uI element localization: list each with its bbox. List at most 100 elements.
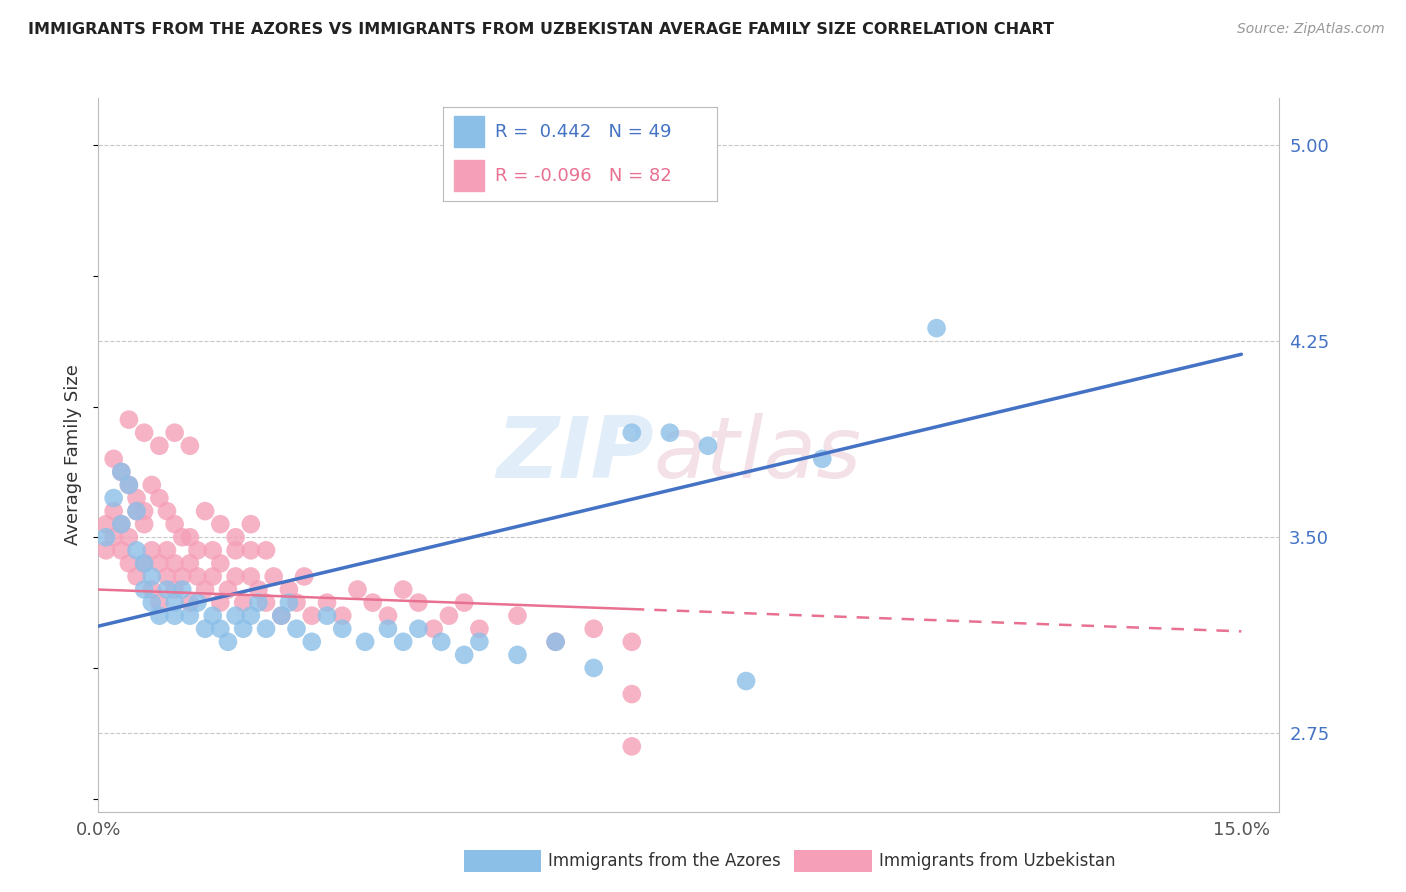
Point [103,530,125,544]
Point [179,596,201,610]
Text: Immigrants from Uzbekistan: Immigrants from Uzbekistan [879,852,1115,871]
Point [430,635,453,649]
Text: IMMIGRANTS FROM THE AZORES VS IMMIGRANTS FROM UZBEKISTAN AVERAGE FAMILY SIZE COR: IMMIGRANTS FROM THE AZORES VS IMMIGRANTS… [28,22,1054,37]
Point [453,648,475,662]
Point [209,622,232,636]
Point [254,596,277,610]
Point [103,491,125,505]
Point [316,608,339,623]
Point [118,478,141,492]
Point [141,582,163,597]
Point [506,608,529,623]
Point [194,504,217,518]
Point [232,622,254,636]
Point [118,478,141,492]
Point [239,517,262,532]
Point [172,582,194,597]
Point [134,582,156,597]
Point [125,504,148,518]
Point [263,569,285,583]
Point [468,622,491,636]
Point [148,491,170,505]
Point [239,569,262,583]
Point [925,321,948,335]
Point [408,622,430,636]
Point [141,478,163,492]
Point [179,439,201,453]
Point [118,530,141,544]
Point [354,635,377,649]
Point [141,596,163,610]
Point [811,451,834,466]
Point [377,608,399,623]
Point [658,425,681,440]
Point [148,439,170,453]
Point [134,517,156,532]
Point [239,543,262,558]
Point [134,504,156,518]
Point [163,517,186,532]
Text: Source: ZipAtlas.com: Source: ZipAtlas.com [1237,22,1385,37]
Point [103,504,125,518]
Point [301,608,323,623]
Point [582,622,605,636]
Point [156,543,179,558]
Point [125,491,148,505]
Point [408,596,430,610]
Point [285,596,308,610]
Point [209,596,232,610]
Point [506,648,529,662]
Point [103,451,125,466]
Point [217,582,239,597]
Point [110,543,132,558]
Point [392,635,415,649]
Point [134,557,156,571]
Point [620,687,643,701]
Point [179,557,201,571]
Point [179,530,201,544]
Point [377,622,399,636]
Point [125,504,148,518]
Point [94,517,117,532]
Point [163,425,186,440]
Point [194,622,217,636]
Point [201,543,224,558]
Bar [454,161,484,191]
Point [582,661,605,675]
Point [156,504,179,518]
Point [544,635,567,649]
Point [239,608,262,623]
Point [110,517,132,532]
Point [361,596,384,610]
Point [172,569,194,583]
Point [232,596,254,610]
Point [148,608,170,623]
Point [186,543,208,558]
Text: ZIP: ZIP [496,413,654,497]
Point [735,673,758,688]
Point [217,635,239,649]
Point [148,557,170,571]
Point [134,557,156,571]
Point [186,596,208,610]
Point [620,739,643,754]
Point [330,608,353,623]
Point [330,622,353,636]
Text: atlas: atlas [654,413,862,497]
Point [277,582,299,597]
Point [209,557,232,571]
Point [201,608,224,623]
Point [163,582,186,597]
Point [697,439,720,453]
Y-axis label: Average Family Size: Average Family Size [65,365,83,545]
Point [285,622,308,636]
Point [544,635,567,649]
Bar [454,116,484,147]
Point [125,569,148,583]
Point [620,425,643,440]
Point [94,530,117,544]
Point [620,635,643,649]
Point [254,543,277,558]
Point [201,569,224,583]
Point [422,622,444,636]
